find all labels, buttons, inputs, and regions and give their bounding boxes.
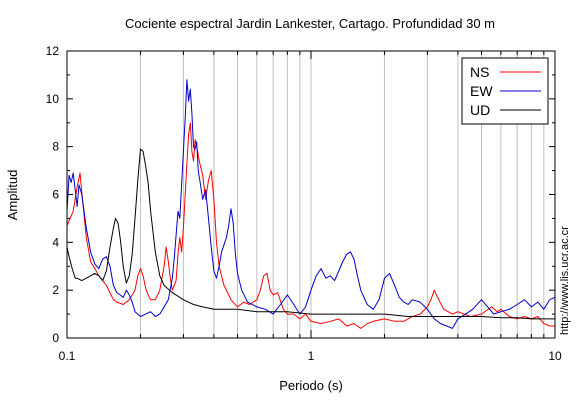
- series-line-ew: [66, 79, 556, 329]
- y-tick-label: 4: [52, 235, 59, 249]
- legend-label-ud: UD: [470, 102, 490, 118]
- credit-url: http://www.lis.ucr.ac.cr: [559, 226, 571, 335]
- y-tick-label: 0: [52, 331, 59, 345]
- y-axis-label: Amplitud: [5, 170, 20, 221]
- x-tick-label: 0.1: [59, 349, 76, 363]
- y-tick-label: 12: [46, 44, 60, 58]
- x-tick-label: 1: [308, 349, 315, 363]
- y-tick-label: 2: [52, 283, 59, 297]
- y-tick-label: 10: [46, 92, 60, 106]
- x-tick-label: 10: [548, 349, 562, 363]
- legend: NS EW UD: [461, 57, 549, 125]
- legend-label-ns: NS: [470, 64, 489, 80]
- y-tick-label: 8: [52, 140, 59, 154]
- x-axis: 0.1 1 10: [59, 51, 562, 363]
- y-tick-label: 6: [52, 188, 59, 202]
- series-group: [66, 79, 556, 329]
- legend-label-ew: EW: [470, 83, 493, 99]
- legend-items: NS EW UD: [470, 64, 541, 118]
- series-line-ud: [66, 148, 555, 320]
- x-axis-label: Periodo (s): [279, 378, 343, 393]
- y-axis: 0 2 4 6 8 10 12: [46, 44, 555, 345]
- chart-title: Cociente espectral Jardin Lankester, Car…: [125, 16, 495, 31]
